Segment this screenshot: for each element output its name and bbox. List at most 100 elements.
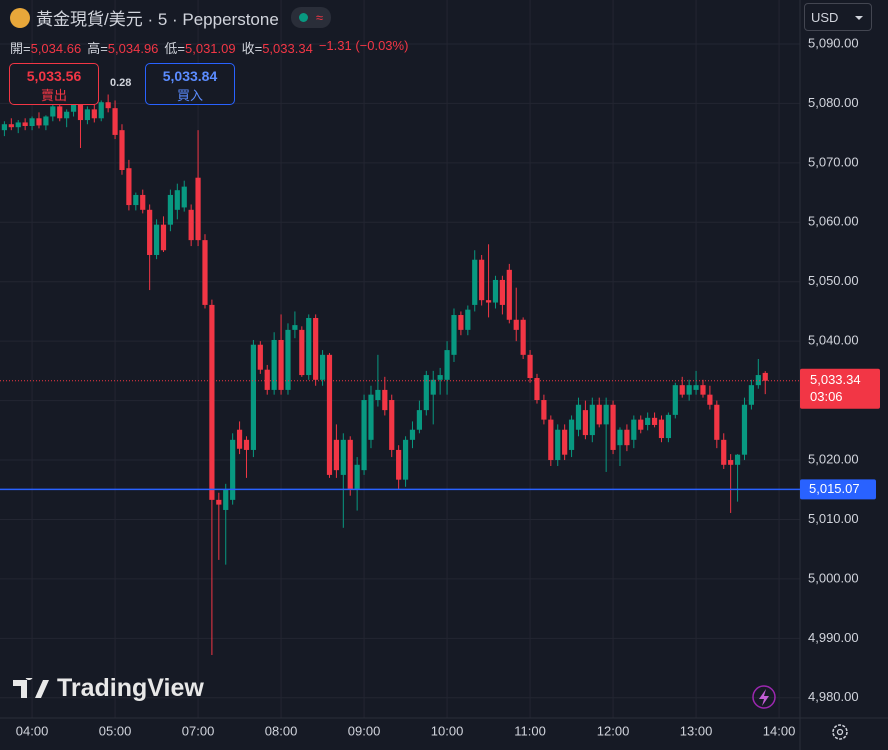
candle-body — [340, 439, 346, 475]
candle-body — [236, 429, 243, 449]
candle-body — [361, 400, 367, 471]
candle-body — [98, 102, 104, 119]
symbol-title: 黃金現貨/美元 · 5 · Pepperstone — [36, 10, 279, 29]
candle-body — [64, 111, 70, 119]
bid-label: 賣出 — [40, 88, 67, 103]
candle-body — [333, 439, 339, 471]
candle-body — [285, 329, 291, 390]
candle-body — [589, 404, 595, 436]
candle-body — [686, 385, 692, 395]
candle-body — [389, 400, 395, 450]
candle-body — [375, 389, 381, 401]
candle-body — [354, 464, 360, 490]
candle-body — [617, 429, 623, 446]
candle-body — [734, 454, 741, 465]
candle-body — [57, 106, 63, 119]
last-price-label: 5,033.34 — [810, 372, 861, 387]
candle-body — [230, 439, 236, 500]
sell-button[interactable]: 5,033.56 賣出 — [9, 63, 99, 105]
candle-body — [50, 106, 56, 117]
candle-body — [167, 194, 173, 225]
legend-value: 5,033.34 — [262, 41, 313, 56]
candle-body — [534, 378, 540, 401]
candle-body — [755, 375, 761, 386]
candle-body — [147, 209, 153, 255]
legend-value: 5,034.96 — [107, 41, 159, 56]
candle-body — [8, 124, 14, 128]
x-tick-label: 12:00 — [597, 723, 630, 738]
y-tick-label: 5,040.00 — [808, 333, 859, 348]
y-tick-label: 5,060.00 — [808, 214, 859, 229]
settings-icon — [836, 728, 844, 736]
candle-body — [91, 109, 97, 119]
buy-button[interactable]: 5,033.84 買入 — [145, 63, 235, 105]
legend-item: 低=5,031.09 — [164, 38, 235, 57]
symbol-icon — [10, 7, 30, 28]
candle-body — [257, 344, 263, 370]
candle-body — [112, 108, 118, 135]
ohlc-legend: 開=5,034.66 高=5,034.96 低=5,031.09 收=5,033.34… — [10, 38, 408, 57]
candle-body — [22, 122, 28, 127]
candle-body — [299, 329, 305, 376]
symbol-header[interactable]: 黃金現貨/美元 · 5 · Pepperstone ≈ — [10, 5, 331, 30]
candle-body — [313, 317, 319, 380]
candle-body — [562, 429, 568, 455]
candle-body — [70, 103, 77, 112]
status-pill[interactable]: ≈ — [290, 7, 331, 28]
candle-body — [430, 379, 436, 395]
candle-body — [465, 309, 471, 330]
candle-body — [396, 449, 402, 480]
candle-body — [762, 372, 768, 381]
candle-body — [126, 168, 132, 206]
candle-body — [36, 118, 42, 126]
candle-body — [492, 279, 499, 303]
watermark-text: TradingView — [57, 674, 204, 702]
candle-body — [160, 224, 167, 251]
settings-button[interactable] — [832, 724, 848, 740]
candle-body — [271, 339, 277, 390]
candle-body — [651, 417, 658, 425]
legend-label: 高= — [87, 41, 108, 56]
candle-body — [84, 109, 90, 121]
candle-body — [527, 354, 533, 379]
legend-item: 收=5,033.34 — [242, 38, 313, 57]
currency-select[interactable]: USD — [804, 3, 872, 31]
candle-body — [133, 194, 139, 206]
x-tick-label: 09:00 — [348, 723, 381, 738]
candle-body — [29, 118, 35, 127]
candle-body — [582, 410, 588, 436]
candle-body — [679, 385, 685, 395]
y-tick-label: 5,000.00 — [808, 570, 859, 585]
y-tick-label: 5,020.00 — [808, 451, 859, 466]
watermark-logo — [13, 677, 49, 698]
candle-body — [437, 375, 443, 380]
x-tick-label: 10:00 — [431, 723, 464, 738]
candle-body — [603, 404, 609, 425]
candle-body — [555, 429, 561, 461]
candle-body — [202, 240, 208, 305]
candle-body — [610, 404, 616, 450]
candle-body — [1, 124, 7, 131]
candle-body — [506, 269, 512, 320]
lightning-button[interactable] — [752, 685, 776, 709]
candle-body — [319, 354, 326, 380]
candle-body — [326, 354, 333, 475]
candle-body — [105, 102, 111, 109]
y-tick-label: 4,980.00 — [808, 689, 859, 704]
candle-body — [748, 385, 754, 405]
candle-body — [368, 394, 374, 440]
candle-body — [513, 319, 519, 330]
legend-item: 高=5,034.96 — [87, 38, 158, 57]
x-tick-label: 11:00 — [514, 723, 546, 738]
y-tick-label: 5,010.00 — [808, 511, 859, 526]
candle-body — [707, 394, 713, 405]
candle-body — [624, 429, 630, 446]
legend-value: 5,031.09 — [185, 41, 236, 56]
candle-body — [631, 419, 637, 440]
bid-price: 5,033.56 — [26, 68, 82, 84]
y-tick-label: 5,080.00 — [808, 95, 859, 110]
candle-body — [458, 315, 464, 330]
